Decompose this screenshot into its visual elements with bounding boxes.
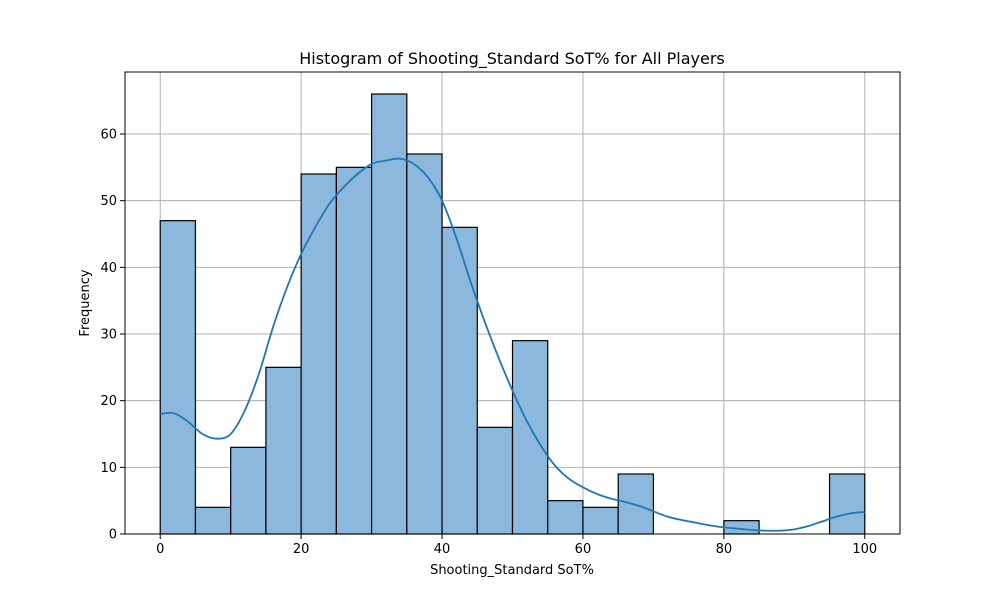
x-tick-label: 80 [716, 542, 733, 557]
histogram-bar [265, 366, 302, 535]
y-tick-label: 30 [100, 328, 117, 343]
histogram-bar [335, 166, 373, 535]
histogram-bar [547, 500, 584, 535]
y-axis-title: Frequency [78, 269, 93, 336]
y-tick-label: 20 [100, 394, 117, 409]
histogram-bar [476, 426, 514, 535]
x-axis-title: Shooting_Standard SoT% [430, 563, 594, 578]
y-tick-label: 60 [100, 128, 117, 143]
y-tick-label: 50 [100, 194, 117, 209]
histogram-bar [582, 506, 619, 535]
kde-curve [160, 157, 865, 532]
histogram-bar [159, 220, 197, 535]
y-tick-label: 0 [109, 528, 117, 543]
x-tick-label: 20 [293, 542, 310, 557]
chart-title: Histogram of Shooting_Standard SoT% for … [299, 49, 725, 69]
histogram-bar [406, 153, 443, 535]
plot-frame [124, 71, 901, 535]
histogram-bar [828, 473, 866, 535]
x-tick-label: 0 [156, 542, 164, 557]
histogram-bar [511, 340, 549, 535]
x-tick-label: 40 [434, 542, 451, 557]
histogram-bar [300, 173, 337, 535]
y-tick-label: 10 [100, 461, 117, 476]
x-tick-label: 60 [575, 542, 592, 557]
histogram-bar [441, 226, 478, 535]
histogram-bar [230, 446, 267, 535]
x-tick-label: 100 [852, 542, 877, 557]
y-tick-label: 40 [100, 261, 117, 276]
histogram-bars [159, 93, 866, 535]
axis-ticks: 0 20 40 60 80 100 0 10 20 30 40 50 60 [100, 128, 877, 558]
histogram-bar [194, 506, 232, 535]
kde-curve-layer [160, 157, 865, 532]
